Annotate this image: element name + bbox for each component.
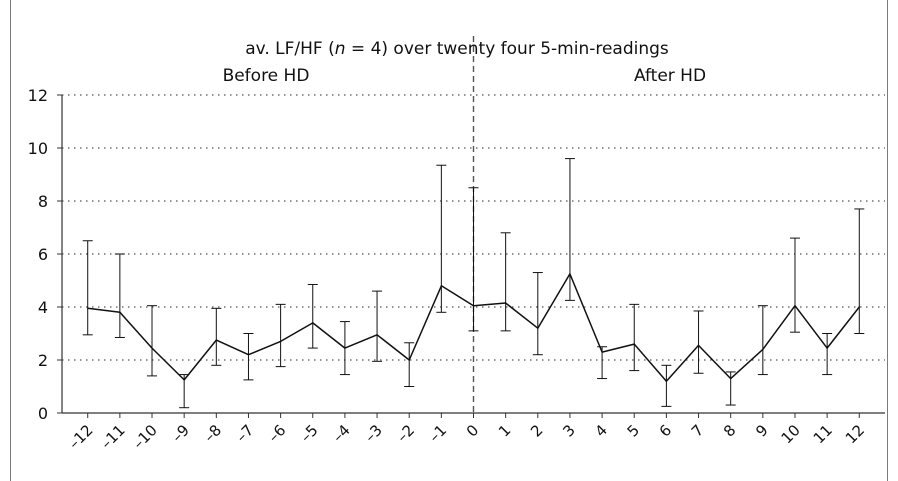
data-point	[280, 340, 282, 343]
error-bar	[275, 303, 286, 368]
x-tick-label: 11	[810, 421, 836, 447]
error-bar	[822, 333, 833, 376]
x-tick-label: –4	[329, 421, 354, 446]
data-point	[312, 322, 314, 324]
x-tick-label: 3	[559, 421, 578, 440]
y-tick-label-6: 6	[38, 245, 48, 264]
data-point	[376, 334, 378, 336]
error-bar	[789, 237, 800, 333]
y-tick-label-10: 10	[28, 139, 48, 158]
error-bar	[757, 305, 768, 376]
y-tick-label-2: 2	[38, 351, 48, 370]
data-point	[505, 302, 507, 304]
chart-title: av. LF/HF (n = 4) over twenty four 5-min…	[245, 39, 669, 59]
section-label-after: After HD	[634, 66, 706, 86]
data-point	[344, 347, 346, 349]
error-bar	[372, 290, 383, 362]
error-bar	[147, 305, 158, 377]
data-point	[119, 311, 121, 313]
data-point	[87, 307, 89, 309]
x-tick-label: –3	[361, 421, 386, 446]
x-tick-label: –11	[97, 421, 129, 453]
y-tick-label-4: 4	[38, 298, 48, 317]
x-tick-label: 4	[591, 421, 610, 440]
grid-lines	[62, 36, 885, 413]
data-point	[151, 347, 153, 349]
x-tick-label: 0	[463, 421, 482, 440]
data-point	[569, 273, 571, 275]
x-tick-label: 2	[527, 421, 546, 440]
data-point	[858, 306, 860, 308]
data-point	[730, 377, 732, 380]
error-bar	[532, 272, 543, 356]
data-point	[537, 327, 539, 329]
x-tick-label: –9	[168, 421, 193, 446]
x-tick-label: –7	[233, 421, 258, 446]
error-bar	[114, 253, 125, 338]
error-bar	[468, 187, 479, 332]
data-point	[601, 351, 603, 353]
x-tick-label: 1	[495, 421, 514, 440]
data-point	[472, 305, 475, 307]
error-bar	[436, 164, 447, 313]
data-point	[247, 354, 250, 356]
error-bar	[661, 364, 672, 407]
x-tick-label: –8	[200, 421, 225, 446]
data-point	[215, 339, 217, 341]
x-tick-label: 10	[778, 421, 804, 447]
series-line	[87, 273, 860, 382]
error-bar	[82, 240, 93, 336]
x-tick-label: –2	[393, 421, 418, 446]
x-tick-label: –1	[425, 421, 450, 446]
x-tick-label: –12	[65, 421, 97, 453]
y-tick-label-8: 8	[38, 192, 48, 211]
data-point	[762, 348, 764, 350]
error-bar	[211, 307, 222, 366]
x-tick-label: –5	[297, 421, 322, 446]
x-tick-label: 6	[656, 421, 675, 440]
error-bar	[404, 342, 415, 387]
error-bar	[693, 310, 704, 374]
section-label-before: Before HD	[223, 66, 310, 86]
error-bar	[564, 158, 575, 301]
chart-frame	[10, 0, 888, 481]
error-bar	[725, 371, 736, 406]
x-tick-label: 8	[720, 421, 739, 440]
error-bar	[500, 232, 511, 332]
x-tick-label: 7	[688, 421, 707, 440]
data-point	[440, 285, 442, 287]
x-tick-label: 9	[752, 421, 771, 440]
data-point	[408, 359, 410, 361]
y-axis-ticks: 0 2 4 6 8 10 12	[28, 86, 62, 423]
error-bars	[82, 158, 865, 409]
data-point	[697, 344, 700, 347]
axes	[61, 95, 885, 414]
data-point	[794, 305, 796, 307]
error-bar	[629, 303, 640, 372]
x-tick-label: 12	[842, 421, 868, 447]
x-tick-label: –6	[265, 421, 290, 446]
x-tick-label: 5	[624, 421, 643, 440]
y-tick-label-0: 0	[38, 404, 48, 423]
error-bar	[854, 208, 865, 334]
x-tick-label: –10	[129, 421, 161, 453]
x-axis-ticks: –12 –11 –10 –9 –8 –7 –6 –5 –4 –3 –2 –1 0 1 2 3 4 5 6 7 8 9 10 1…	[65, 413, 868, 453]
data-point	[826, 347, 828, 349]
error-bar	[243, 333, 254, 381]
data-point	[183, 379, 185, 381]
data-point	[665, 380, 667, 382]
error-bar	[307, 283, 318, 349]
y-tick-label-12: 12	[28, 86, 48, 105]
data-point	[633, 343, 635, 345]
